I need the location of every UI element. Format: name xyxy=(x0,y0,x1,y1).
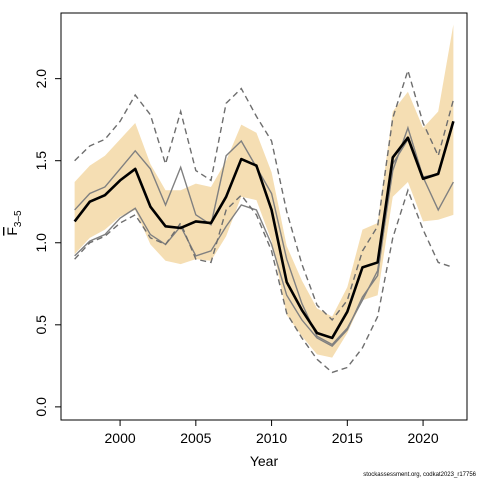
series-lines-layer xyxy=(73,68,455,374)
y-axis-title: F3–5 xyxy=(4,210,24,236)
retro-dashed-line-1 xyxy=(74,68,455,321)
x-tick-label-2015: 2015 xyxy=(332,430,363,446)
plot-frame xyxy=(60,12,468,421)
axes-layer: 2000 2005 2010 2015 2020 0.0 0.5 1.0 1.5 2.0 xyxy=(33,69,439,446)
x-axis-title: Year xyxy=(250,453,279,469)
y-tick-label-0.0: 0.0 xyxy=(33,397,49,417)
x-tick-label-2020: 2020 xyxy=(407,430,438,446)
y-tick-label-1.0: 1.0 xyxy=(33,233,49,253)
y-tick-label-2.0: 2.0 xyxy=(33,69,49,89)
y-axis-title-subscript: 3–5 xyxy=(13,210,24,227)
retro-dashed-line-2 xyxy=(74,188,454,374)
y-tick-label-0.5: 0.5 xyxy=(33,315,49,335)
svg-text:F3–5: F3–5 xyxy=(4,210,24,236)
y-tick-label-1.5: 1.5 xyxy=(33,151,49,171)
x-tick-label-2000: 2000 xyxy=(105,430,136,446)
y-axis-title-main: F xyxy=(4,227,20,236)
credit-text: stockassessment.org, codkat2023_r17756 xyxy=(363,472,476,478)
x-tick-label-2005: 2005 xyxy=(180,430,211,446)
x-tick-label-2010: 2010 xyxy=(256,430,287,446)
estimate-line xyxy=(73,120,455,340)
